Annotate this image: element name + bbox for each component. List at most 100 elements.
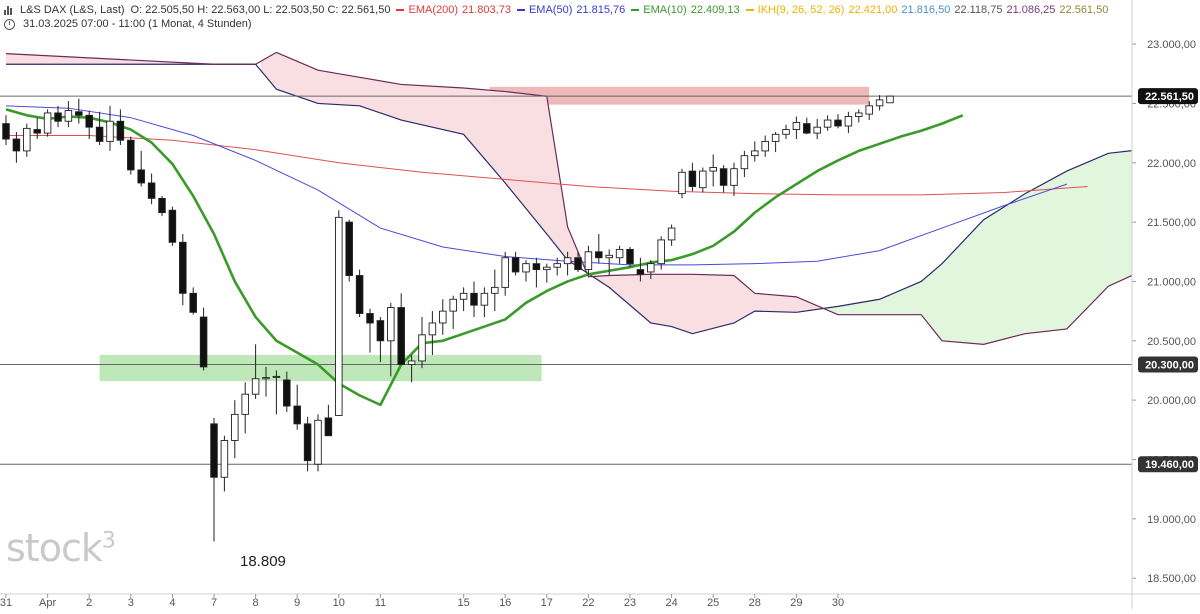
candle bbox=[480, 287, 489, 318]
watermark-text: stock bbox=[6, 526, 103, 570]
candle bbox=[355, 269, 364, 318]
candle-body-down bbox=[355, 275, 364, 314]
candle bbox=[532, 257, 541, 288]
candle bbox=[345, 219, 353, 282]
candle bbox=[813, 118, 821, 140]
candle-body-down bbox=[85, 114, 93, 128]
candle-body-up bbox=[678, 171, 686, 195]
x-tick-label: 24 bbox=[665, 597, 677, 609]
candle bbox=[127, 136, 135, 175]
x-tick-label: 30 bbox=[832, 597, 844, 609]
candle bbox=[647, 260, 655, 280]
candle bbox=[844, 111, 853, 134]
candle-body-down bbox=[179, 241, 187, 294]
cloud-bullish-5 bbox=[827, 150, 1132, 345]
candle bbox=[615, 245, 624, 264]
candle-body-down bbox=[12, 138, 21, 152]
candle bbox=[33, 117, 41, 140]
candle bbox=[709, 154, 717, 187]
candle bbox=[823, 115, 832, 131]
candle bbox=[210, 417, 218, 542]
candle-body-down bbox=[688, 170, 697, 187]
candle bbox=[335, 210, 343, 417]
candle bbox=[189, 287, 197, 315]
candle bbox=[303, 416, 312, 472]
legend-row-time: 31.03.2025 07:00 - 11:00 (1 Monat, 4 Stu… bbox=[4, 17, 1108, 31]
candle-body-down bbox=[303, 423, 312, 462]
ichimoku-name: IKH(9, 26, 52, 26) bbox=[757, 4, 845, 16]
candle-body-down bbox=[636, 269, 645, 275]
chart-legend: L&S DAX (L&S, Last) O: 22.505,50 H: 22.5… bbox=[4, 3, 1108, 31]
time-range: 31.03.2025 07:00 - 11:00 (1 Monat, 4 Stu… bbox=[23, 18, 252, 30]
instrument-name: L&S DAX (L&S, Last) bbox=[20, 4, 125, 16]
legend-swatch bbox=[631, 9, 640, 11]
candle-body-up bbox=[459, 292, 468, 300]
candle-body-up bbox=[813, 126, 821, 134]
watermark-sup: 3 bbox=[101, 528, 116, 554]
candle-body-down bbox=[470, 292, 478, 306]
ema10-line bbox=[5, 108, 964, 407]
candle bbox=[574, 251, 582, 272]
candle bbox=[262, 366, 270, 397]
candle bbox=[116, 109, 125, 145]
candle-body-up bbox=[251, 378, 260, 395]
legend-swatch bbox=[745, 9, 754, 11]
candle bbox=[439, 299, 447, 335]
candle bbox=[636, 257, 645, 282]
ichimoku-value-2: 21.816,50 bbox=[901, 4, 951, 16]
ema10-value: 22.409,13 bbox=[690, 4, 740, 16]
ohlc-values: O: 22.505,50 H: 22.563,00 L: 22.503,50 C… bbox=[130, 4, 391, 16]
x-tick-label: 15 bbox=[457, 597, 469, 609]
candle bbox=[563, 251, 572, 276]
candle bbox=[834, 114, 842, 129]
candle bbox=[605, 249, 613, 276]
candle bbox=[251, 344, 260, 399]
candle-body-down bbox=[397, 307, 405, 365]
x-tick-label: Apr bbox=[39, 597, 56, 609]
ichimoku-value-1: 22.421,00 bbox=[848, 4, 898, 16]
candle bbox=[397, 293, 405, 365]
candle bbox=[158, 196, 166, 217]
candle bbox=[751, 141, 759, 162]
candle-body-up bbox=[501, 257, 509, 288]
x-tick-label: 8 bbox=[253, 597, 259, 609]
ema50-value: 21.815,76 bbox=[576, 4, 626, 16]
ichimoku-value-4: 21.086,25 bbox=[1006, 4, 1056, 16]
candle-body-down bbox=[803, 123, 811, 134]
candle bbox=[761, 135, 769, 157]
candles-layer bbox=[2, 95, 894, 542]
candle bbox=[418, 317, 426, 369]
candle-body-down bbox=[626, 248, 634, 265]
candle bbox=[2, 115, 10, 145]
candle bbox=[595, 233, 603, 264]
candle bbox=[657, 236, 665, 270]
level-badge bbox=[1138, 456, 1198, 473]
candle-body-up bbox=[771, 133, 780, 142]
cloud-bearish-2 bbox=[260, 52, 584, 271]
candle-body-up bbox=[875, 99, 884, 107]
candle bbox=[584, 245, 593, 276]
candle-body-up bbox=[522, 263, 530, 273]
candle bbox=[23, 123, 31, 157]
candle-body-up bbox=[855, 112, 863, 117]
candle-body-up bbox=[553, 263, 561, 268]
candle-body-up bbox=[792, 121, 801, 131]
candle bbox=[730, 162, 738, 197]
x-tick-label: 31 bbox=[0, 597, 12, 609]
candle-body-up bbox=[241, 393, 249, 415]
candle-body-up bbox=[335, 216, 343, 417]
candle bbox=[449, 295, 457, 329]
candle-body-down bbox=[345, 221, 353, 276]
candle-body-up bbox=[106, 120, 114, 142]
candle-body-up bbox=[428, 322, 437, 336]
candle bbox=[667, 224, 676, 246]
candle bbox=[179, 233, 187, 306]
stock3-watermark: stock3 bbox=[6, 526, 116, 570]
ema10-name: EMA(10) bbox=[643, 4, 687, 16]
candle bbox=[314, 414, 322, 472]
low-annotation: 18.809 bbox=[240, 553, 286, 570]
cloud-bearish-4 bbox=[593, 274, 823, 334]
candle bbox=[855, 109, 863, 123]
candle-body-up bbox=[449, 298, 457, 312]
candle bbox=[376, 317, 385, 363]
